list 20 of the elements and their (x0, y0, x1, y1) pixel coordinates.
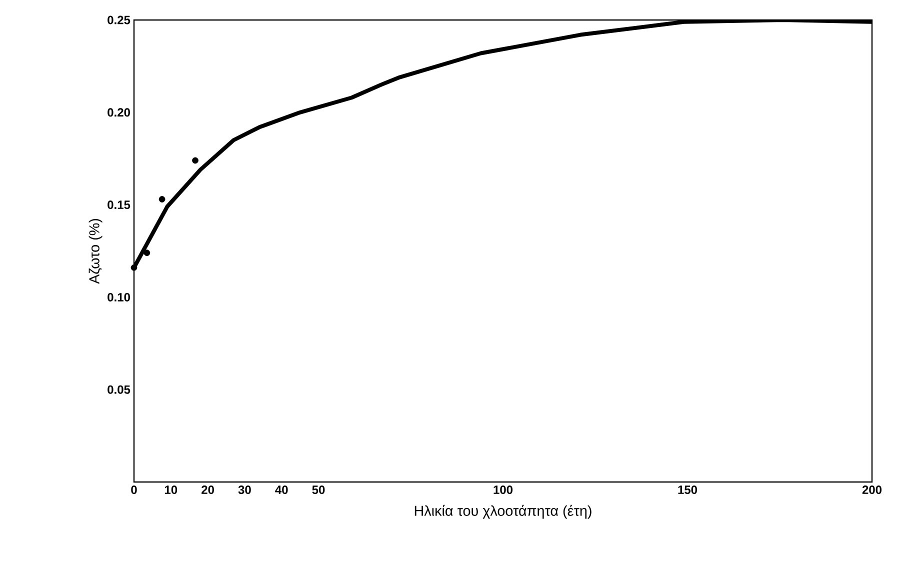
y-tick-label: 0.05 (108, 385, 130, 394)
x-tick-label: 50 (312, 486, 325, 494)
y-axis-title: Αζωτο (%) (88, 218, 102, 284)
x-tick-label: 200 (862, 486, 882, 494)
point (192, 157, 198, 164)
x-tick-label: 20 (202, 486, 214, 494)
x-tick-label: 100 (494, 486, 513, 494)
x-tick-label: 150 (678, 486, 698, 494)
point (158, 196, 166, 202)
x-tick-label: 0 (131, 486, 137, 494)
x-tick-label: 30 (238, 486, 251, 494)
y-tick-label: 0.15 (108, 200, 130, 210)
x-tick-label: 40 (275, 486, 288, 494)
y-tick-label: 0.25 (108, 16, 130, 24)
x-tick-label: 10 (164, 486, 178, 494)
y-tick-label: 0.20 (108, 108, 130, 117)
x-axis-title: Ηλικία του χλοοτάπητα (έτη) (414, 504, 592, 519)
point (130, 264, 138, 271)
point (144, 250, 150, 256)
y-tick-label: 0.10 (108, 292, 130, 302)
